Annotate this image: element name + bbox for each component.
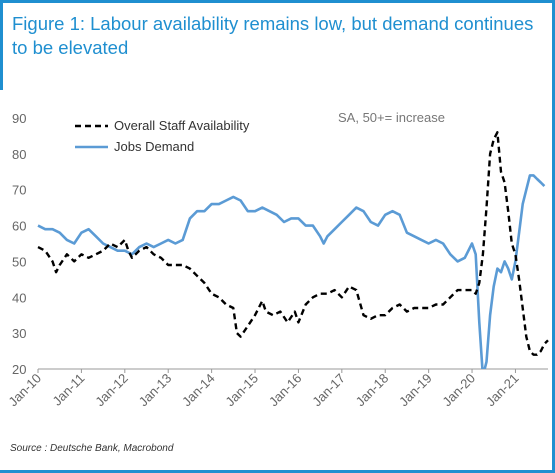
frame-top-border — [0, 0, 555, 3]
x-axis: Jan-10 Jan-11 Jan-12 Jan-13 Jan-14 Jan-15 Jan-… — [5, 368, 548, 410]
legend-label: Jobs Demand — [114, 139, 194, 154]
y-tick-label: 70 — [12, 183, 26, 198]
chart-title: Figure 1: Labour availability remains lo… — [12, 13, 534, 58]
x-tick-label: Jan-11 — [49, 371, 87, 409]
y-tick-label: 60 — [12, 219, 26, 234]
x-tick-label: Jan-19 — [396, 371, 435, 410]
x-tick-label: Jan-15 — [222, 371, 261, 410]
series-line-jobs-demand — [37, 174, 546, 369]
chart-annotation: SA, 50+= increase — [338, 110, 445, 125]
legend: Overall Staff Availability Jobs Demand — [75, 118, 250, 154]
frame-left-border — [0, 0, 3, 90]
x-tick-label: Jan-13 — [136, 371, 175, 410]
series-line-staff-availability — [37, 131, 549, 356]
x-tick-label: Jan-12 — [92, 371, 131, 410]
y-tick-label: 90 — [12, 111, 26, 126]
y-tick-label: 50 — [12, 254, 26, 269]
x-tick-label: Jan-14 — [179, 371, 218, 410]
y-tick-label: 80 — [12, 147, 26, 162]
x-tick-label: Jan-16 — [266, 371, 305, 410]
x-tick-label: Jan-20 — [439, 371, 478, 410]
frame-right-border — [552, 0, 555, 473]
series-layer — [37, 131, 549, 369]
legend-label: Overall Staff Availability — [114, 118, 250, 133]
y-tick-label: 30 — [12, 326, 26, 341]
x-tick-label: Jan-18 — [353, 371, 392, 410]
y-tick-label: 20 — [12, 362, 26, 377]
y-axis: 20 30 40 50 60 70 80 90 — [12, 111, 26, 377]
frame-bottom-border — [0, 470, 555, 473]
source-note: Source : Deutsche Bank, Macrobond — [10, 443, 174, 454]
y-tick-label: 40 — [12, 290, 26, 305]
x-tick-label: Jan-21 — [483, 371, 522, 410]
x-tick-label: Jan-17 — [309, 371, 348, 410]
